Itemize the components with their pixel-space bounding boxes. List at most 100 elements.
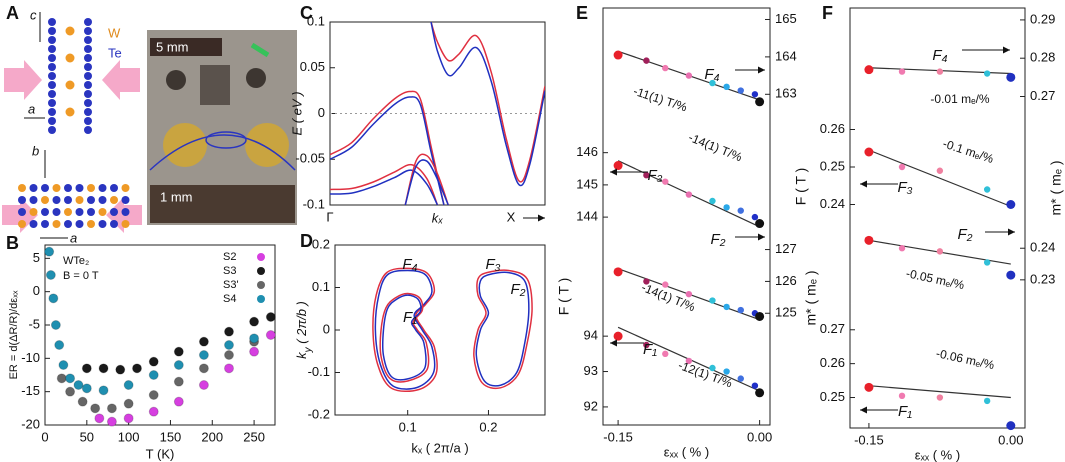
x-axis-label: T (K) (146, 446, 175, 461)
data-point (123, 380, 134, 390)
data-point (709, 364, 716, 372)
curve (473, 269, 533, 390)
panel-label: D (300, 231, 313, 251)
data-point (685, 191, 693, 198)
data-point (723, 204, 730, 211)
y-axis-label: F ( T ) (556, 278, 572, 316)
x-tick-label: 0.00 (998, 432, 1023, 447)
data-point (709, 79, 716, 87)
atom (84, 36, 92, 44)
y-tick-label: 0.28 (1030, 50, 1055, 65)
y-tick-label: 0 (33, 283, 40, 298)
atom (18, 220, 26, 228)
y-tick-label: -0.1 (303, 196, 325, 211)
data-point (751, 213, 759, 221)
atom (121, 184, 130, 192)
photo-hole (166, 70, 186, 90)
arrow-head (1008, 228, 1015, 236)
data-point (723, 83, 730, 91)
y-tick-label: 0.24 (820, 196, 845, 211)
atom (65, 107, 75, 117)
data-point (58, 360, 69, 370)
atom (48, 63, 56, 71)
atom (98, 208, 107, 216)
y-tick-label: 125 (775, 305, 797, 320)
data-point (613, 331, 623, 341)
data-point (123, 398, 134, 409)
x-tick-label: 250 (243, 429, 265, 444)
data-point (77, 396, 88, 407)
arrow-head (538, 214, 545, 222)
arrow-head (1003, 46, 1010, 54)
y-axis-label-part: y (303, 346, 314, 353)
zoom-inset (150, 185, 295, 223)
y-tick-label: -5 (28, 316, 40, 331)
x-axis-label: kₓ (432, 210, 444, 225)
atom (52, 196, 61, 204)
data-point (898, 392, 906, 400)
data-point (173, 360, 184, 370)
panel-label: E (576, 3, 588, 23)
atom (29, 196, 38, 204)
data-point (1006, 270, 1016, 280)
atom (121, 220, 130, 228)
curve-label: F₄ (402, 256, 417, 273)
x-tick-label: 0.1 (399, 419, 417, 434)
atom (18, 208, 26, 216)
data-point (265, 312, 276, 322)
fit-label: -12(1) T/% (676, 358, 734, 391)
y-axis-label: m* ( mₑ ) (803, 271, 819, 326)
data-point (132, 363, 142, 374)
atom (98, 196, 107, 204)
y-tick-label: 93 (584, 363, 598, 378)
x-tick-label: -0.15 (603, 429, 633, 444)
data-point (50, 320, 61, 330)
axis-label: a (28, 101, 35, 116)
data-point (685, 290, 693, 298)
arrow-head (758, 66, 765, 74)
atom (98, 184, 107, 192)
axis-label: a (70, 230, 77, 245)
data-point (48, 293, 59, 304)
atom (64, 208, 72, 216)
data-point (81, 363, 92, 374)
data-point (613, 161, 623, 171)
arrow-head (758, 233, 765, 241)
segment-label: F₁ (643, 341, 657, 358)
fit-label: -0.01 mₑ/% (930, 92, 989, 106)
data-point (864, 235, 874, 245)
atom (75, 184, 84, 192)
curve (430, 22, 545, 187)
y-tick-label: 126 (775, 273, 797, 288)
data-point (198, 336, 209, 347)
data-point (148, 406, 159, 417)
legend-label: S3' (223, 279, 239, 291)
atom (84, 81, 92, 89)
y-tick-label: -15 (21, 383, 40, 398)
atom-label: W (108, 25, 121, 40)
curve (330, 163, 439, 205)
atom (65, 26, 75, 36)
y-tick-label: 0.27 (820, 321, 845, 336)
atom (48, 72, 56, 80)
panel-label: B (6, 233, 19, 253)
plot-frame (849, 7, 1026, 429)
y-tick-label: -10 (21, 350, 40, 365)
data-point (709, 297, 716, 304)
data-point (115, 364, 126, 375)
y-tick-label: -20 (21, 416, 40, 431)
y-axis-label-part: ( 2π/b ) (294, 301, 309, 347)
segment-label: F₄ (704, 66, 719, 83)
atom (84, 99, 92, 107)
x-tick-label: 150 (160, 429, 182, 444)
x-tick-label: 0 (41, 429, 48, 444)
data-point (81, 383, 92, 394)
data-point (198, 350, 209, 360)
data-point (148, 390, 159, 400)
data-point (755, 219, 765, 229)
data-point (224, 363, 234, 374)
atom (48, 81, 56, 89)
y-tick-label: 145 (576, 176, 598, 191)
data-point (198, 363, 209, 374)
